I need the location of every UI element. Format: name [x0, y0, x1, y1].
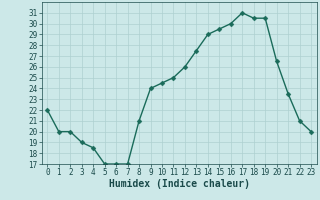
X-axis label: Humidex (Indice chaleur): Humidex (Indice chaleur)	[109, 179, 250, 189]
